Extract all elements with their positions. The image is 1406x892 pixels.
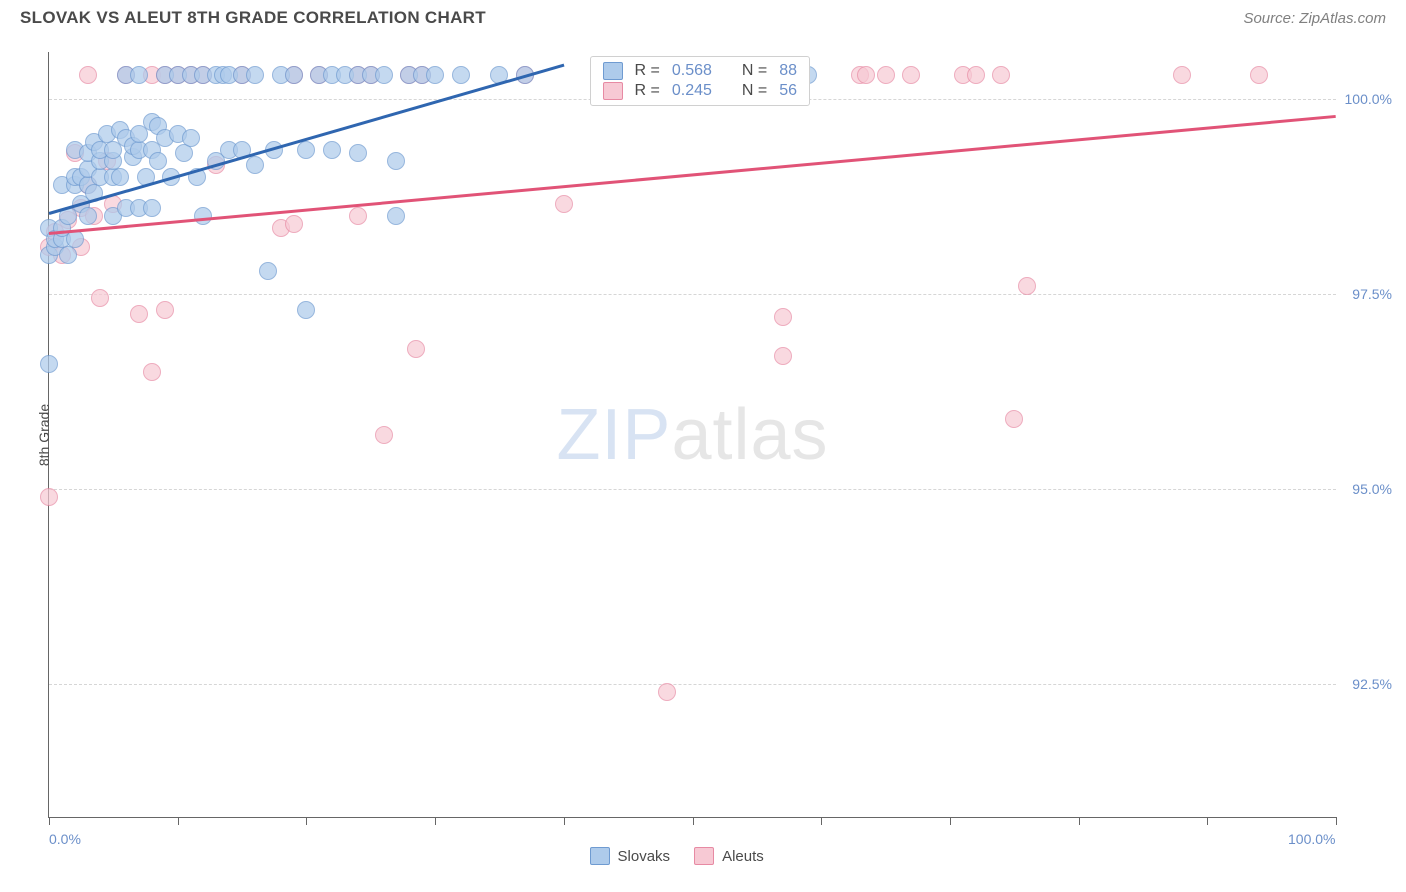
x-tick	[950, 817, 951, 825]
n-value-slovaks: 88	[779, 62, 797, 80]
data-point-slovaks	[246, 156, 264, 174]
data-point-aleuts	[156, 301, 174, 319]
data-point-slovaks	[111, 168, 129, 186]
legend-row-slovaks: R = 0.568 N = 88	[603, 61, 798, 81]
series-label-aleuts: Aleuts	[722, 848, 764, 865]
x-tick	[1207, 817, 1208, 825]
chart-title: SLOVAK VS ALEUT 8TH GRADE CORRELATION CH…	[20, 8, 486, 28]
data-point-aleuts	[130, 305, 148, 323]
swatch-aleuts	[603, 82, 623, 100]
data-point-slovaks	[182, 129, 200, 147]
swatch-slovaks	[590, 847, 610, 865]
x-tick	[49, 817, 50, 825]
data-point-aleuts	[143, 363, 161, 381]
chart-container: ZIPatlas 8th Grade R = 0.568 N = 88 R = …	[48, 52, 1394, 882]
data-point-aleuts	[1018, 277, 1036, 295]
data-point-aleuts	[40, 488, 58, 506]
trendline-aleuts	[49, 114, 1336, 234]
series-label-slovaks: Slovaks	[618, 848, 671, 865]
data-point-aleuts	[349, 207, 367, 225]
data-point-aleuts	[375, 426, 393, 444]
data-point-slovaks	[79, 207, 97, 225]
swatch-aleuts	[694, 847, 714, 865]
r-label: R =	[635, 62, 660, 80]
data-point-aleuts	[774, 347, 792, 365]
data-point-aleuts	[857, 66, 875, 84]
x-tick	[178, 817, 179, 825]
x-tick	[306, 817, 307, 825]
x-tick	[1336, 817, 1337, 825]
r-value-aleuts: 0.245	[672, 82, 712, 100]
data-point-slovaks	[175, 144, 193, 162]
gridline-h	[49, 294, 1336, 295]
data-point-slovaks	[387, 152, 405, 170]
data-point-slovaks	[349, 144, 367, 162]
data-point-aleuts	[285, 215, 303, 233]
data-point-aleuts	[91, 289, 109, 307]
legend-item-aleuts: Aleuts	[694, 847, 764, 865]
data-point-slovaks	[323, 141, 341, 159]
x-tick	[821, 817, 822, 825]
x-tick	[1079, 817, 1080, 825]
data-point-aleuts	[967, 66, 985, 84]
data-point-aleuts	[1173, 66, 1191, 84]
n-label: N =	[742, 62, 767, 80]
data-point-slovaks	[143, 199, 161, 217]
r-label: R =	[635, 82, 660, 100]
r-value-slovaks: 0.568	[672, 62, 712, 80]
data-point-aleuts	[1005, 410, 1023, 428]
data-point-aleuts	[79, 66, 97, 84]
legend-item-slovaks: Slovaks	[590, 847, 671, 865]
data-point-slovaks	[285, 66, 303, 84]
series-legend: Slovaks Aleuts	[590, 847, 764, 865]
watermark: ZIPatlas	[556, 394, 828, 476]
x-tick	[435, 817, 436, 825]
watermark-zip: ZIP	[556, 395, 671, 475]
data-point-aleuts	[774, 308, 792, 326]
n-label: N =	[742, 82, 767, 100]
data-point-slovaks	[375, 66, 393, 84]
plot-area: ZIPatlas 8th Grade R = 0.568 N = 88 R = …	[48, 52, 1336, 818]
data-point-slovaks	[297, 141, 315, 159]
data-point-slovaks	[387, 207, 405, 225]
gridline-h	[49, 489, 1336, 490]
data-point-aleuts	[407, 340, 425, 358]
watermark-atlas: atlas	[671, 395, 828, 475]
data-point-aleuts	[1250, 66, 1268, 84]
data-point-slovaks	[59, 246, 77, 264]
data-point-slovaks	[426, 66, 444, 84]
x-tick-label: 0.0%	[49, 831, 81, 847]
data-point-slovaks	[194, 207, 212, 225]
x-tick	[564, 817, 565, 825]
data-point-slovaks	[297, 301, 315, 319]
y-tick-label: 92.5%	[1352, 676, 1392, 692]
y-axis-title: 8th Grade	[36, 403, 52, 465]
data-point-aleuts	[555, 195, 573, 213]
data-point-slovaks	[259, 262, 277, 280]
data-point-slovaks	[452, 66, 470, 84]
data-point-slovaks	[246, 66, 264, 84]
gridline-h	[49, 684, 1336, 685]
data-point-aleuts	[658, 683, 676, 701]
data-point-aleuts	[877, 66, 895, 84]
y-tick-label: 97.5%	[1352, 286, 1392, 302]
x-tick	[693, 817, 694, 825]
data-point-aleuts	[992, 66, 1010, 84]
data-point-slovaks	[40, 355, 58, 373]
legend-row-aleuts: R = 0.245 N = 56	[603, 81, 798, 101]
source-attribution: Source: ZipAtlas.com	[1243, 10, 1386, 27]
data-point-slovaks	[130, 66, 148, 84]
correlation-legend: R = 0.568 N = 88 R = 0.245 N = 56	[590, 56, 811, 106]
swatch-slovaks	[603, 62, 623, 80]
y-tick-label: 95.0%	[1352, 481, 1392, 497]
x-tick-label: 100.0%	[1288, 831, 1335, 847]
data-point-slovaks	[149, 152, 167, 170]
data-point-aleuts	[902, 66, 920, 84]
n-value-aleuts: 56	[779, 82, 797, 100]
y-tick-label: 100.0%	[1345, 91, 1392, 107]
